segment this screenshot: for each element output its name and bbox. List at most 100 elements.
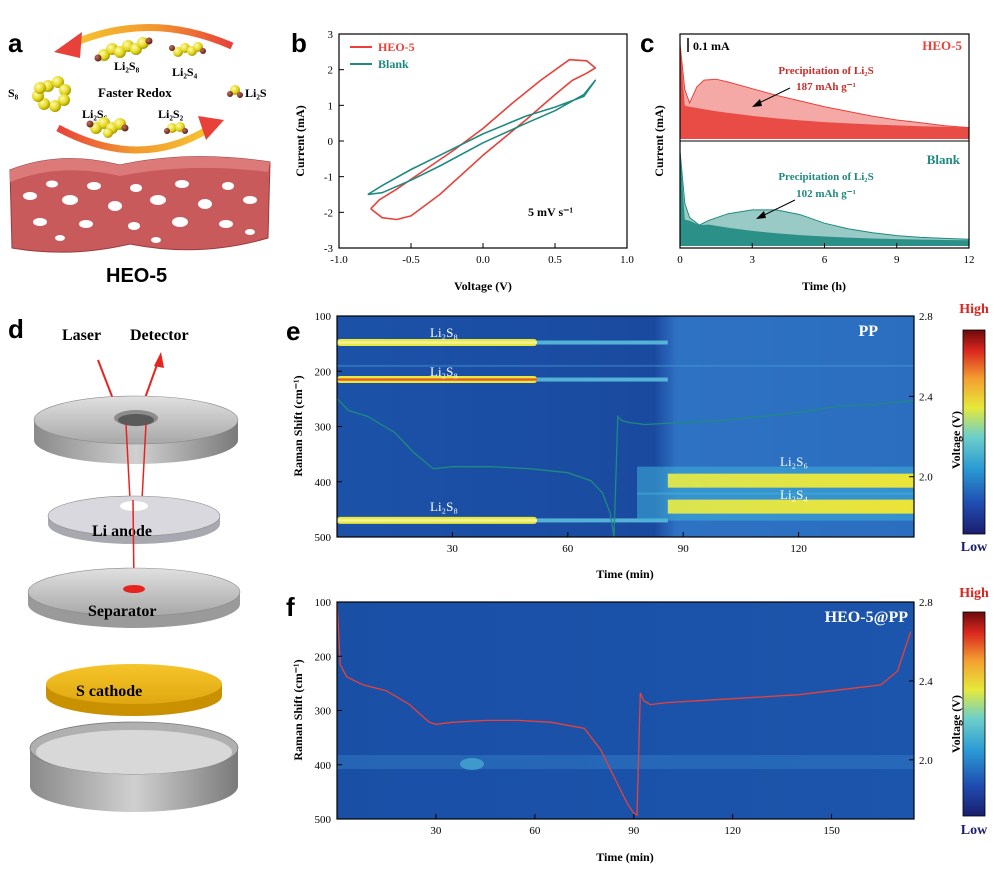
b-ytick-label: -3: [324, 243, 334, 255]
scan-rate-annotation: 5 mV s⁻¹: [528, 205, 573, 219]
panel-f-heatmap: HEO-5@PP 30 60 90 120 150 100 200 300 400 500 2.0 2…: [291, 586, 989, 864]
f-spot: [460, 758, 484, 770]
panel-b-cv-chart: -1.0 -0.5 0.0 0.5 1.0 -3 -2 -1 0 1 2 3 HEO-5 Blank…: [293, 29, 634, 293]
e-band-core: [337, 341, 538, 344]
c-area-heo-5: [680, 44, 969, 139]
c-line-heo-5: [679, 43, 970, 129]
detector-arrow-head: [154, 352, 164, 368]
c-xlabel: Time (h): [802, 279, 846, 293]
b-ytick-label: 2: [328, 65, 334, 77]
c-heo5-capacity: 187 mAh g⁻¹: [796, 81, 856, 93]
heat-y2tick-label: 2.8: [919, 311, 933, 323]
li2s6-molecule: [86, 117, 129, 138]
heat-ytick-label: 200: [315, 651, 332, 663]
bottom-can: [29, 721, 239, 812]
heat-xtick-label: 150: [823, 825, 840, 837]
c-blank-pointer-head: [756, 211, 766, 219]
b-cv-curve-heo-5: [370, 58, 597, 221]
e-peak-label-2: Li₂S₈: [430, 364, 458, 379]
label-li2s: Li₂S: [245, 86, 267, 100]
heat-y2tick-label: 2.0: [919, 755, 933, 767]
heat-ytick-label: 400: [315, 477, 332, 489]
c-base-blank: [680, 151, 969, 246]
heat-y2tick-label: 2.8: [919, 597, 933, 609]
legend-blank: Blank: [378, 57, 409, 71]
c-xtick-label: 0: [677, 254, 683, 266]
label-detector: Detector: [130, 327, 189, 344]
b-xtick-label: -0.5: [402, 254, 420, 266]
e-colorbar-high: High: [959, 302, 989, 317]
f-ylabel: Raman Shift (cm⁻¹): [291, 659, 305, 760]
heat-xtick-label: 30: [447, 543, 459, 555]
laser-beam-lower: [125, 423, 131, 501]
arc-arrow-bottom: [56, 124, 212, 154]
e-band-li2s8-weak: [537, 518, 668, 523]
top-cap-disk: [33, 395, 239, 464]
b-ytick-label: 3: [328, 29, 334, 41]
e-y2label: Voltage (V): [949, 411, 963, 469]
f-heatmap-background: [337, 602, 914, 819]
e-band-hot: [667, 499, 914, 514]
b-ytick-label: -2: [324, 207, 333, 219]
panel-label-d: d: [8, 314, 24, 344]
b-ytick-label: -1: [324, 172, 333, 184]
li2s-molecule: [227, 85, 243, 98]
label-s8: S₈: [8, 86, 19, 100]
label-li2s6: Li₂S₆: [82, 107, 108, 121]
heat-xtick-label: 60: [562, 543, 574, 555]
c-ylabel: Current (mA): [652, 105, 666, 176]
heat-ytick-label: 100: [315, 597, 332, 609]
panel-e-heatmap: PP Li₂S₈ Li₂S₈ Li₂S₈ Li₂S₆ Li₂S₄ 30 60 90 1…: [291, 302, 989, 581]
c-heo5-pointer-head: [752, 99, 762, 107]
heat-ytick-label: 100: [315, 311, 332, 323]
f-colorbar-low: Low: [961, 823, 988, 838]
li2s2-molecule: [164, 122, 188, 134]
c-xtick-label: 9: [894, 254, 900, 266]
panel-d-cell-schematic: Laser Detector Li anode Separator: [27, 327, 241, 812]
c-series-heo5: HEO-5: [922, 38, 962, 53]
label-li2s4: Li₂S₄: [172, 65, 198, 79]
e-peak-label-1: Li₂S₈: [430, 325, 458, 340]
li2s8-molecule: [94, 37, 153, 62]
e-sample-label: PP: [858, 323, 878, 340]
heat-ytick-label: 300: [315, 422, 332, 434]
c-base-heo-5: [680, 44, 969, 139]
panel-label-c: c: [640, 28, 654, 58]
scale-bar-label: 0.1 mA: [693, 39, 730, 53]
f-voltage-curve: [337, 602, 912, 817]
f-sample-label: HEO-5@PP: [825, 609, 909, 626]
li-anode-disk: [47, 495, 221, 544]
b-ytick-label: 1: [328, 100, 334, 112]
heat-xtick-label: 120: [790, 543, 807, 555]
e-band-core: [337, 378, 538, 381]
heat-xtick-label: 120: [724, 825, 741, 837]
f-colorbar-high: High: [959, 586, 989, 601]
label-faster-redox: Faster Redox: [98, 85, 172, 100]
s-cathode-disk: [46, 664, 222, 716]
label-laser: Laser: [62, 327, 101, 344]
arrow-head-left: [54, 32, 82, 58]
heat-ytick-label: 500: [315, 814, 332, 826]
c-blank-capacity: 102 mAh g⁻¹: [796, 188, 856, 200]
heat-ytick-label: 200: [315, 366, 332, 378]
c-xtick-label: 6: [822, 254, 828, 266]
heat-ytick-label: 400: [315, 760, 332, 772]
heo5-porous-surface: [9, 156, 271, 253]
li2s4-molecule: [169, 42, 206, 57]
panel-a-illustration: Li₂S₈ Li₂S₄ S₈ Faster Redox Li₂S Li₂S₆ L…: [8, 24, 271, 287]
heat-xtick-label: 30: [430, 825, 442, 837]
e-ylabel: Raman Shift (cm⁻¹): [291, 375, 305, 476]
e-peak-label-5: Li₂S₄: [780, 487, 808, 502]
c-area-blank: [680, 151, 969, 246]
panel-label-f: f: [286, 592, 295, 622]
c-xtick-label: 3: [750, 254, 756, 266]
label-s-cathode: S cathode: [76, 683, 142, 700]
panel-label-b: b: [291, 28, 307, 58]
heat-ytick-label: 500: [315, 532, 332, 544]
c-xtick-label: 12: [964, 254, 975, 266]
e-peak-label-4: Li₂S₆: [780, 454, 808, 469]
e-colorbar-low: Low: [961, 540, 988, 555]
f-weak-band: [337, 755, 914, 769]
heat-y2tick-label: 2.4: [919, 391, 933, 403]
